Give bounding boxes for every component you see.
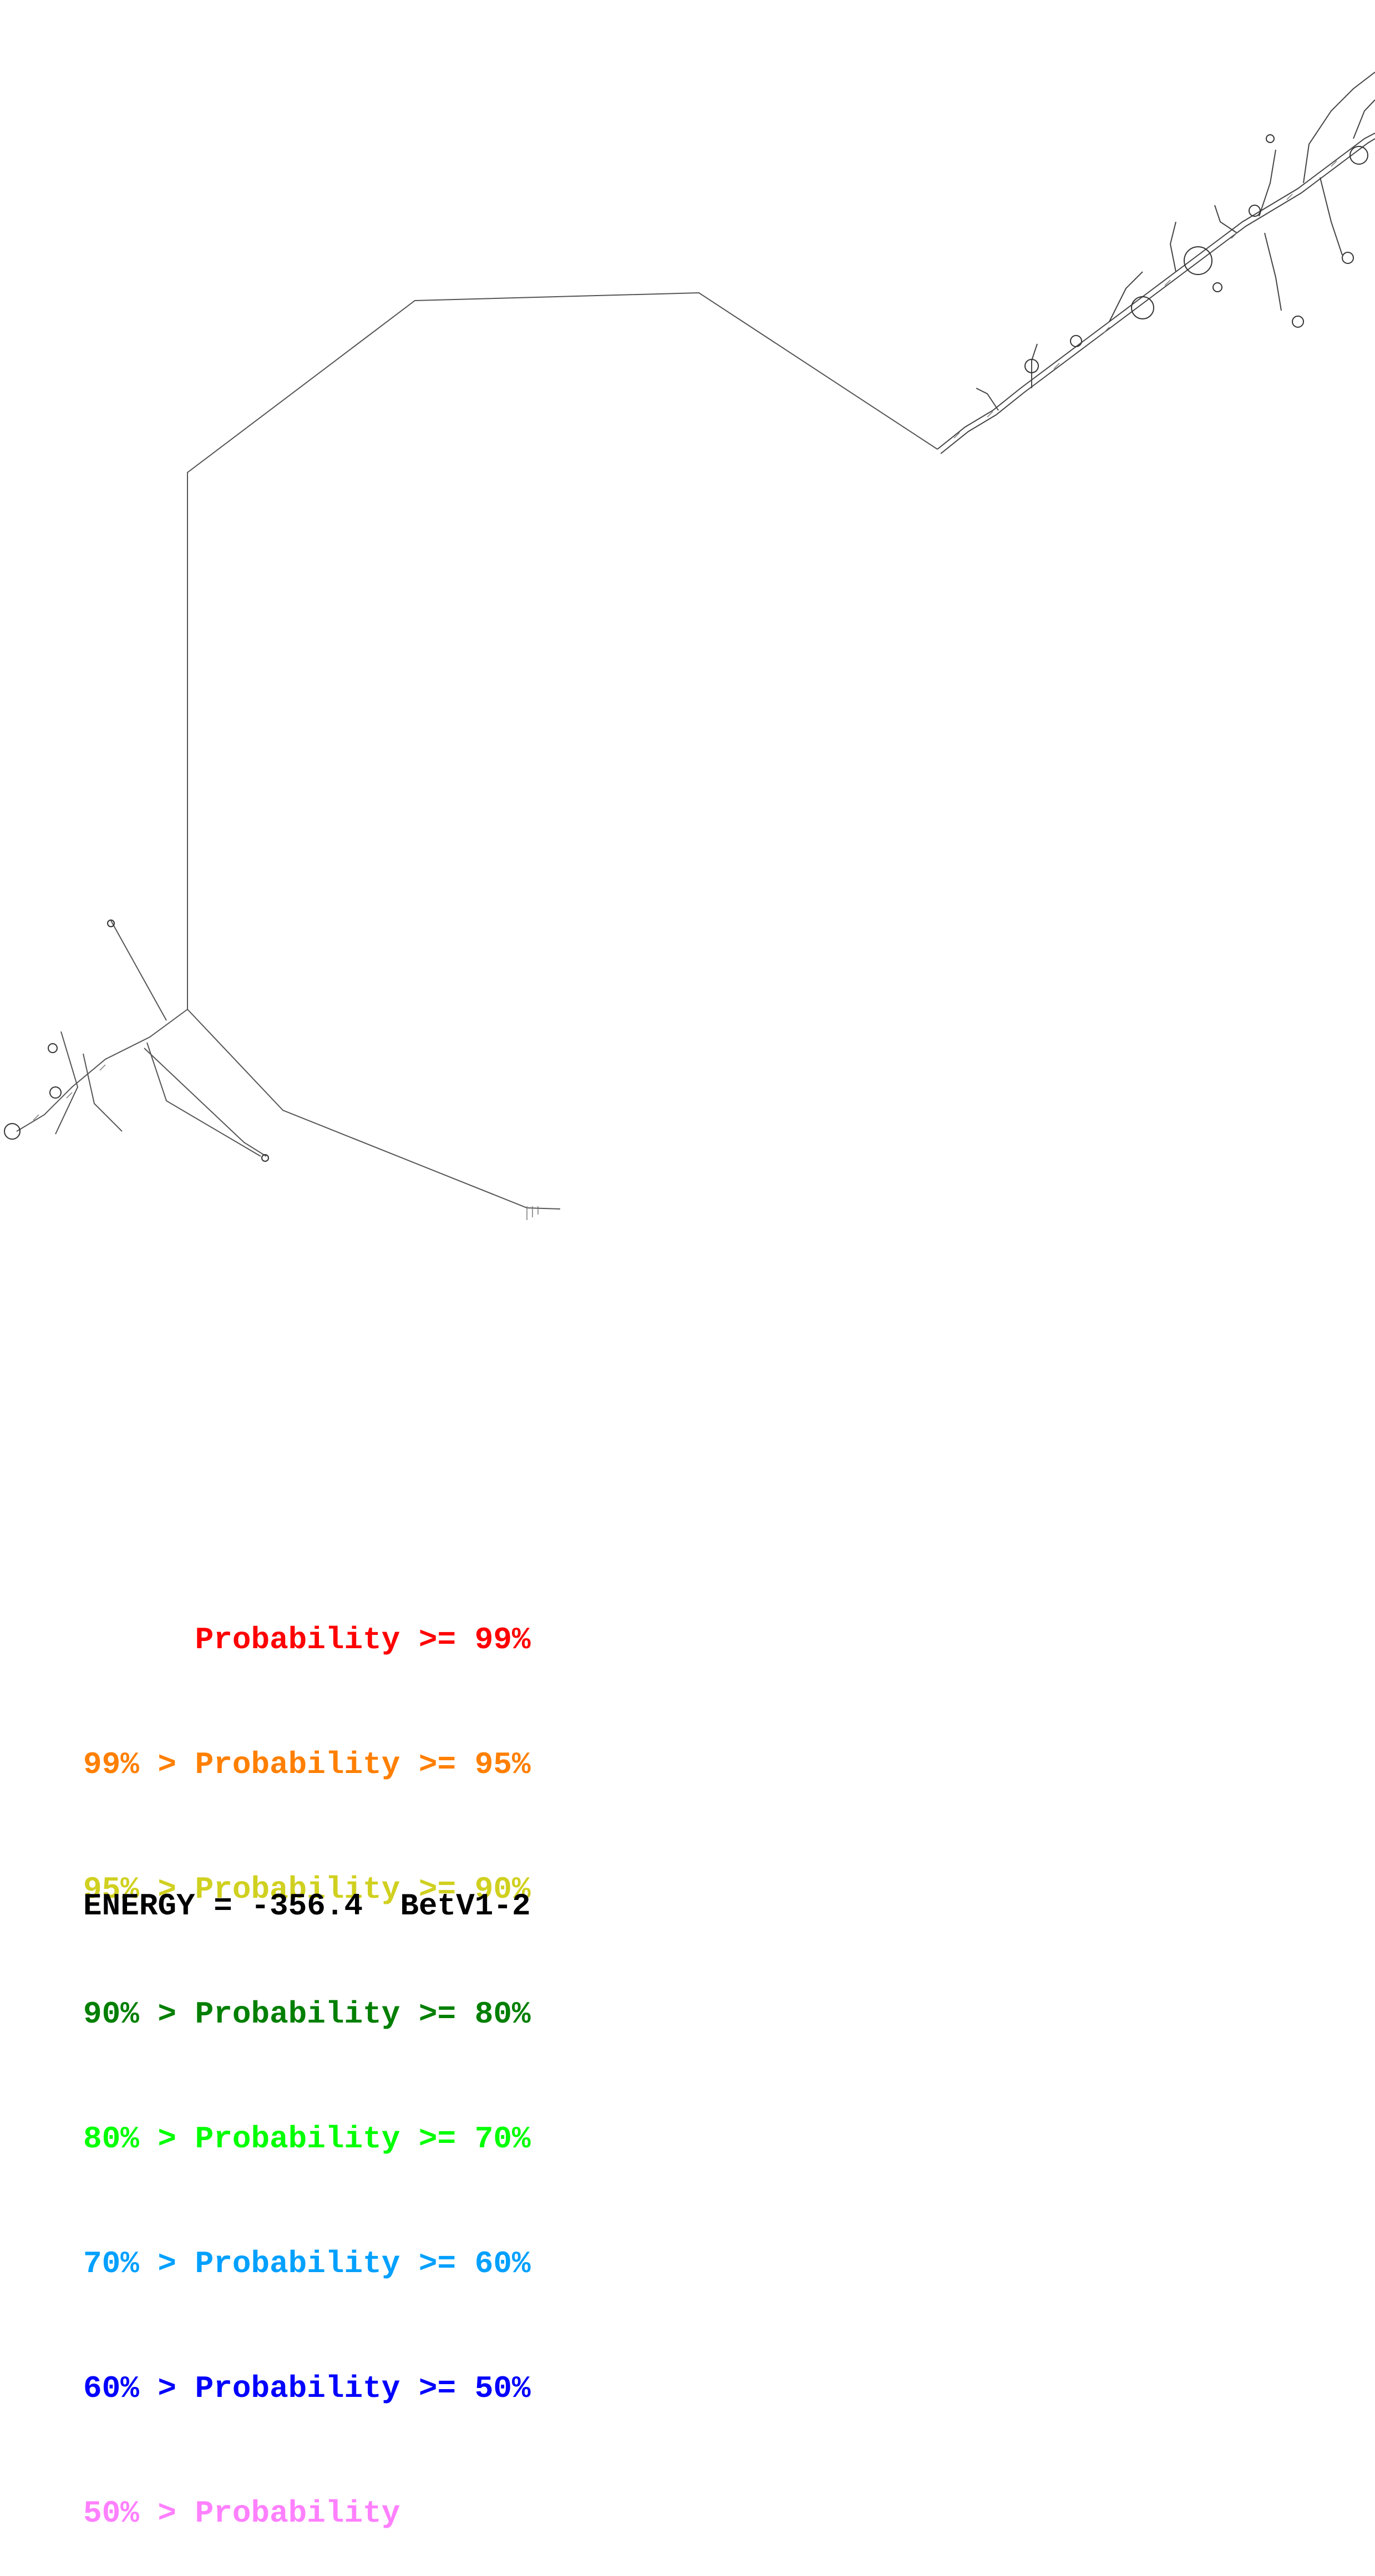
base-pair-tick [1053, 363, 1060, 369]
base-pair-tick [953, 432, 960, 439]
legend-row: 80% > Probability >= 70% [83, 2118, 531, 2160]
hairpin-loop [107, 919, 115, 927]
hairpin-loop [1249, 205, 1261, 217]
hairpin-loop [49, 1086, 62, 1099]
legend-label: Probability [195, 1996, 400, 2032]
legend-prefix: 99% > [83, 1747, 177, 1782]
hairpin-loop [1024, 359, 1039, 373]
hairpin-loop [1070, 335, 1082, 347]
hairpin-loop [48, 1043, 58, 1053]
energy-value: -356.4 [251, 1888, 363, 1924]
sequence-name: BetV1-2 [400, 1888, 531, 1924]
base-pair-tick [33, 1114, 39, 1121]
legend-suffix: >= 99% [418, 1622, 531, 1658]
backbone-segment [146, 1042, 261, 1157]
legend-suffix: >= 80% [418, 1996, 531, 2032]
legend-row: 60% > Probability >= 50% [83, 2368, 531, 2410]
legend-row: Probability >= 99% [83, 1619, 531, 1661]
hairpin-loop [4, 1123, 21, 1140]
legend-prefix: 95% > [83, 1872, 177, 1907]
base-pair-tick [1231, 232, 1237, 239]
probability-legend: Probability >= 99% 99% > Probability >= … [83, 1536, 531, 2576]
legend-label: Probability [195, 2121, 400, 2157]
hairpin-loop [1349, 146, 1368, 165]
helix-strand [940, 138, 1375, 454]
legend-row: 99% > Probability >= 95% [83, 1744, 531, 1786]
legend-suffix: >= 95% [418, 1747, 531, 1782]
rna-structure-diagram [4, 72, 1375, 1220]
hairpin-loop [1292, 316, 1304, 328]
legend-prefix: 50% > [83, 2496, 177, 2531]
helix-strand [1109, 271, 1143, 322]
legend-label: Probability [195, 1747, 400, 1782]
backbone-segment [83, 1053, 123, 1132]
energy-label: ENERGY = [83, 1888, 232, 1924]
helix-strand [1169, 221, 1176, 272]
helix-strand [1031, 343, 1038, 388]
legend-label: Probability [195, 1872, 400, 1907]
helix-strand [1264, 232, 1282, 311]
backbone-segment [187, 292, 938, 1210]
backbone-segment [55, 1031, 79, 1135]
hairpin-loop [261, 1154, 269, 1162]
energy-footer: ENERGY = -356.4 BetV1-2 [83, 1886, 531, 1927]
hairpin-loop [1342, 252, 1354, 264]
legend-label: Probability [195, 2496, 400, 2531]
helix-strand [937, 133, 1375, 450]
legend-row: 90% > Probability >= 80% [83, 1994, 531, 2035]
legend-suffix: >= 60% [418, 2246, 531, 2282]
backbone-segment [16, 1009, 188, 1132]
legend-row: 70% > Probability >= 60% [83, 2243, 531, 2285]
helix-strand [1353, 99, 1375, 139]
base-pair-tick [99, 1064, 106, 1071]
base-pair-tick [1331, 160, 1337, 167]
legend-prefix: 80% > [83, 2121, 177, 2157]
backbone-segment [144, 1048, 267, 1157]
legend-label: Probability [195, 1622, 400, 1658]
helix-strand [1214, 205, 1237, 233]
hairpin-loop [1212, 282, 1222, 292]
hairpin-loop [1184, 246, 1212, 275]
base-pair-tick [1286, 194, 1293, 200]
base-pair-tick [1164, 280, 1171, 286]
helix-strand [1259, 149, 1276, 217]
helix-strand [1320, 177, 1343, 256]
legend-suffix: >= 70% [418, 2121, 531, 2157]
legend-prefix: 90% > [83, 1996, 177, 2032]
base-pair-tick [987, 411, 993, 418]
base-pair-tick [66, 1092, 73, 1099]
hairpin-loop [1266, 134, 1275, 143]
base-pair-tick [1103, 327, 1110, 333]
legend-label: Probability [195, 2371, 400, 2406]
legend-label: Probability [195, 2246, 400, 2282]
legend-row: 50% > Probability [83, 2493, 531, 2534]
hairpin-loop [1131, 296, 1154, 319]
backbone-segment [110, 920, 167, 1021]
helix-strand [976, 388, 999, 411]
helix-strand [1303, 72, 1375, 184]
legend-prefix: 70% > [83, 2246, 177, 2282]
legend-suffix: >= 50% [418, 2371, 531, 2406]
legend-row: 95% > Probability >= 90% [83, 1869, 531, 1911]
legend-prefix: 60% > [83, 2371, 177, 2406]
legend-suffix: >= 90% [418, 1872, 531, 1907]
